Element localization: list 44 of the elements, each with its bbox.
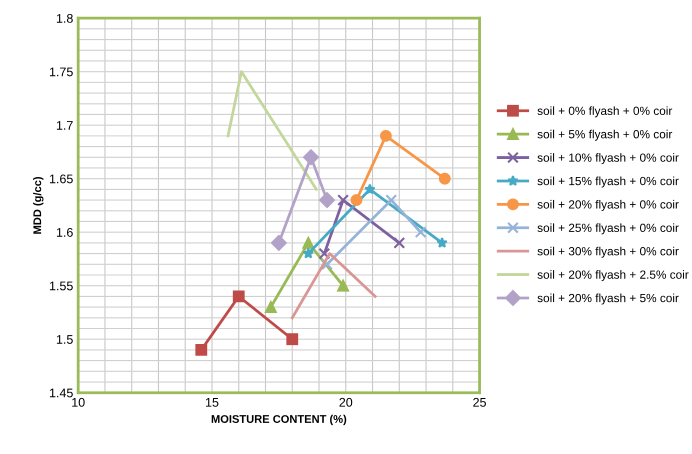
point [337,280,349,292]
point [286,333,298,346]
point [303,149,319,166]
point [350,194,362,206]
y-axis-title: MDD (g/cc) [33,176,44,234]
legend-label: soil + 15% flyash + 0% coir [537,176,679,188]
y-tick-label: 1.7 [56,121,73,130]
point [270,234,287,251]
point [380,130,392,142]
y-tick-label: 1.5 [56,335,73,344]
x-tick-label: 25 [473,398,486,407]
point [414,226,427,238]
legend-label: soil + 30% flyash + 0% coir [537,246,679,258]
point [195,344,208,356]
point [337,194,349,206]
x-tick-label: 20 [339,398,352,407]
y-tick-label: 1.6 [56,228,73,237]
point [393,236,406,249]
point [302,248,314,259]
point [318,248,330,260]
legend-label: soil + 0% flyash + 0% coir [537,106,672,118]
x-tick-label: 10 [72,398,85,407]
point [321,258,333,270]
point [364,183,376,194]
point [302,236,314,249]
point [436,236,448,248]
point [264,301,277,314]
point [438,172,451,185]
x-tick-label: 15 [206,398,218,407]
point [319,192,335,208]
point [232,290,245,302]
y-tick-label: 1.45 [50,388,73,398]
y-tick-label: 1.65 [50,174,73,184]
y-tick-label: 1.75 [50,68,73,76]
y-tick-label: 1.55 [50,282,73,290]
legend-label: soil + 10% flyash + 0% coir [537,153,679,164]
legend-label: soil + 20% flyash + 2.5% coir [537,270,689,282]
point [385,194,398,206]
legend-label: soil + 20% flyash + 0% coir [537,200,679,211]
legend-label: soil + 25% flyash + 0% coir [537,223,679,234]
legend-label: soil + 20% flyash + 5% coir [537,294,679,305]
y-tick-label: 1.8 [56,14,73,23]
x-axis-title: MOISTURE CONTENT (%) [212,414,346,426]
legend-label: soil + 5% flyash + 0% coir [537,130,672,141]
